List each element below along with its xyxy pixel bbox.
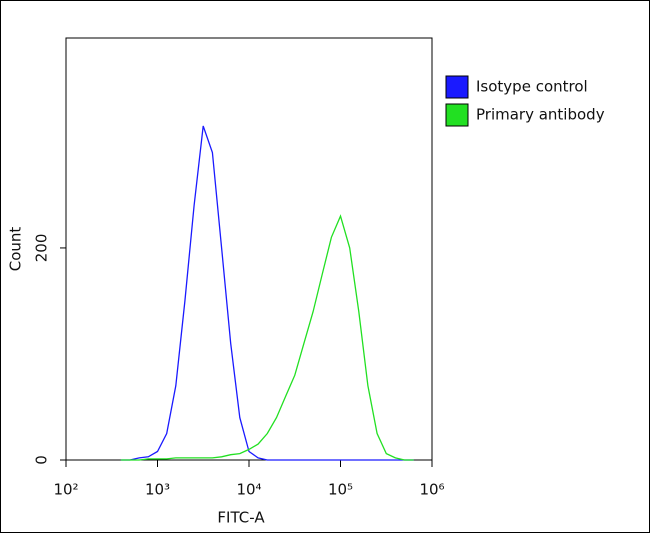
legend-label: Primary antibody bbox=[476, 106, 605, 124]
y-tick-label: 200 bbox=[33, 234, 51, 263]
x-tick-label: 10² bbox=[53, 481, 78, 499]
y-axis-label: Count bbox=[7, 227, 25, 272]
legend-swatch bbox=[445, 75, 469, 99]
legend-label: Isotype control bbox=[476, 78, 588, 96]
y-tick-label: 0 bbox=[33, 455, 51, 465]
histogram-line bbox=[120, 214, 414, 461]
x-tick-label: 10⁶ bbox=[419, 481, 444, 499]
x-tick-label: 10³ bbox=[145, 481, 170, 499]
x-tick-label: 10⁴ bbox=[236, 481, 261, 499]
histogram-line bbox=[120, 125, 414, 461]
legend-swatch bbox=[445, 103, 469, 127]
x-tick-label: 10⁵ bbox=[328, 481, 353, 499]
x-axis-label: FITC-A bbox=[217, 509, 265, 527]
